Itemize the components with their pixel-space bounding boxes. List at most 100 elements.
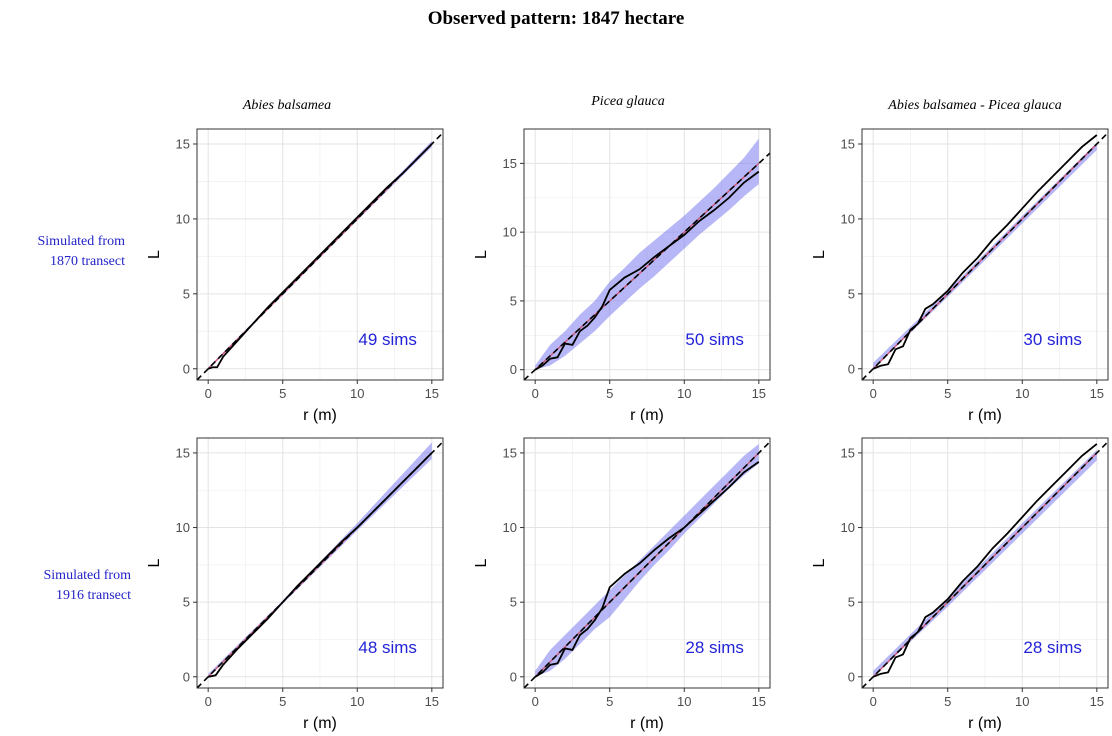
y-tick-label: 10 <box>503 520 517 535</box>
simulation-envelope <box>535 443 759 677</box>
y-tick-label: 0 <box>848 669 855 684</box>
y-axis-title: L <box>811 558 828 567</box>
x-tick-label: 0 <box>870 386 877 401</box>
y-tick-label: 15 <box>841 445 855 460</box>
theoretical-line <box>523 441 771 689</box>
x-tick-label: 15 <box>752 694 766 709</box>
theoretical-line <box>523 152 771 381</box>
x-axis-title: r (m) <box>630 407 664 424</box>
observed-line <box>872 134 1098 370</box>
x-tick-label: 10 <box>1015 386 1029 401</box>
y-tick-label: 5 <box>183 286 190 301</box>
sims-count-label: 30 sims <box>1023 330 1082 349</box>
row-label-1916-line2: 1916 transect <box>55 588 131 603</box>
x-tick-label: 15 <box>752 386 766 401</box>
column-title-mixed: Abies balsamea - Picea glauca <box>888 98 1062 113</box>
x-axis-title: r (m) <box>630 715 664 732</box>
x-tick-label: 5 <box>944 694 951 709</box>
y-tick-label: 5 <box>848 595 855 610</box>
row-label-1870-line2: 1870 transect <box>49 254 125 269</box>
panel-border <box>861 128 1109 381</box>
x-tick-label: 15 <box>1090 694 1104 709</box>
x-tick-label: 10 <box>1015 694 1029 709</box>
row-label-1916: Simulated from 1916 transect <box>0 566 132 606</box>
sims-count-label: 49 sims <box>358 330 417 349</box>
x-tick-label: 5 <box>944 386 951 401</box>
y-tick-label: 0 <box>848 361 855 376</box>
panel-row2-col3: 0 5 10 15 0 5 10 15 r (m) L 28 sims <box>811 437 1109 732</box>
sims-count-label: 28 sims <box>1023 638 1082 657</box>
x-axis-title: r (m) <box>968 715 1002 732</box>
observed-line <box>534 170 760 371</box>
panel-border <box>196 128 444 381</box>
x-tick-label: 10 <box>350 386 364 401</box>
theoretical-line <box>861 132 1109 381</box>
y-tick-label: 5 <box>183 595 190 610</box>
panel-row1-col3: 0 5 10 15 0 5 10 15 r (m) L 30 sims <box>811 128 1109 424</box>
x-tick-label: 15 <box>1090 386 1104 401</box>
y-tick-label: 5 <box>510 293 517 308</box>
x-tick-label: 0 <box>870 694 877 709</box>
y-axis-title: L <box>473 558 490 567</box>
x-tick-label: 10 <box>350 694 364 709</box>
x-tick-label: 5 <box>606 386 613 401</box>
observed-line <box>872 443 1098 678</box>
x-tick-label: 10 <box>677 694 691 709</box>
observed-line <box>534 461 760 678</box>
y-tick-label: 15 <box>176 445 190 460</box>
x-tick-label: 0 <box>205 694 212 709</box>
y-tick-label: 0 <box>510 362 517 377</box>
y-tick-label: 0 <box>183 669 190 684</box>
x-tick-label: 15 <box>425 694 439 709</box>
y-tick-label: 10 <box>841 520 855 535</box>
figure-title: Observed pattern: 1847 hectare <box>427 8 685 29</box>
y-tick-label: 10 <box>841 211 855 226</box>
row-label-1870: Simulated from 1870 transect <box>0 232 126 272</box>
observed-line <box>208 452 433 678</box>
simulation-envelope <box>208 442 432 677</box>
theoretical-line <box>196 132 444 381</box>
x-tick-label: 5 <box>279 386 286 401</box>
x-axis-title: r (m) <box>303 407 337 424</box>
y-tick-label: 10 <box>503 225 517 240</box>
y-tick-label: 15 <box>841 136 855 151</box>
panel-border <box>523 128 771 381</box>
panel-row1-col2: 0 5 10 15 0 5 10 15 r (m) L 50 sims <box>473 128 771 424</box>
column-title-picea: Picea glauca <box>591 94 665 109</box>
x-axis-title: r (m) <box>303 715 337 732</box>
y-axis-title: L <box>811 250 828 259</box>
y-tick-label: 15 <box>503 445 517 460</box>
x-tick-label: 15 <box>425 386 439 401</box>
y-tick-label: 15 <box>176 136 190 151</box>
y-tick-label: 15 <box>503 156 517 171</box>
y-tick-label: 0 <box>183 361 190 376</box>
sims-count-label: 28 sims <box>685 638 744 657</box>
x-tick-label: 5 <box>279 694 286 709</box>
panel-row2-col1: 0 5 10 15 0 5 10 15 r (m) L 48 sims <box>146 437 444 732</box>
sims-count-label: 48 sims <box>358 638 417 657</box>
y-axis-title: L <box>146 250 163 259</box>
theoretical-line <box>196 441 444 689</box>
panel-border <box>861 437 1109 689</box>
row-label-1916-line1: Simulated from <box>43 568 132 583</box>
column-title-abies: Abies balsamea <box>242 98 332 113</box>
observed-line <box>207 143 433 370</box>
panel-border <box>196 437 444 689</box>
x-tick-label: 0 <box>205 386 212 401</box>
simulation-envelope <box>535 138 759 370</box>
y-tick-label: 5 <box>848 286 855 301</box>
panel-row1-col1: 0 5 10 15 0 5 10 15 r (m) L 49 sims <box>146 128 444 424</box>
y-tick-label: 10 <box>176 520 190 535</box>
y-tick-label: 10 <box>176 211 190 226</box>
panel-border <box>523 437 771 689</box>
x-axis-title: r (m) <box>968 407 1002 424</box>
y-tick-label: 5 <box>510 595 517 610</box>
x-tick-label: 0 <box>532 694 539 709</box>
y-tick-label: 0 <box>510 669 517 684</box>
row-label-1870-line1: Simulated from <box>37 234 126 249</box>
y-axis-title: L <box>146 558 163 567</box>
panel-row2-col2: 0 5 10 15 0 5 10 15 r (m) L 28 sims <box>473 437 771 732</box>
sims-count-label: 50 sims <box>685 330 744 349</box>
theoretical-line <box>861 441 1109 689</box>
